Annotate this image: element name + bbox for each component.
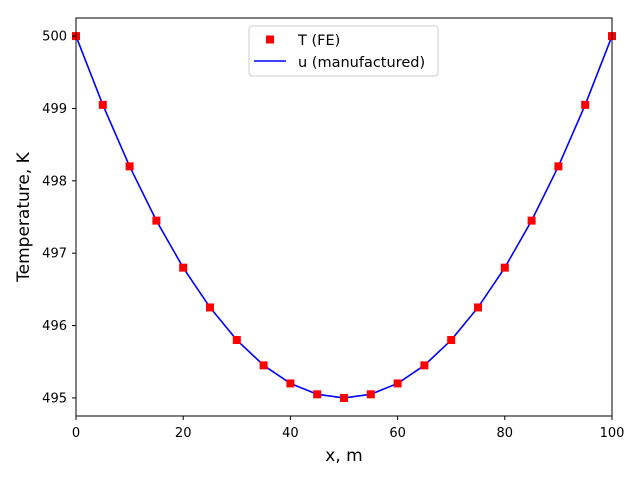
data-point-t-fe [527,216,536,225]
data-point-t-fe [259,361,268,370]
x-tick-label: 40 [282,426,299,441]
x-tick-label: 80 [497,426,514,441]
data-point-t-fe [206,303,214,312]
ticks-layer: 0 20 40 60 80 100 495 496 497 498 499 500 [42,30,624,441]
data-point-t-fe [125,162,134,171]
y-axis-label: Temperature, K [14,151,34,282]
x-tick-label: 0 [72,426,80,441]
legend-label-u-manufactured: u (manufactured) [298,55,425,71]
y-tick-label: 496 [42,319,67,334]
data-point-t-fe [232,336,241,345]
x-tick-label: 100 [600,426,625,441]
legend: T (FE) u (manufactured) [248,25,439,77]
data-point-t-fe [447,336,456,345]
data-point-t-fe [98,100,107,109]
data-point-t-fe [152,216,161,225]
data-point-t-fe [500,263,509,272]
data-point-t-fe [286,379,295,388]
x-axis-label: x, m [325,446,362,466]
y-tick-label: 500 [42,30,67,45]
data-point-t-fe [366,390,375,399]
data-point-t-fe [554,162,563,171]
data-point-t-fe [340,393,348,402]
plot-area [76,18,612,416]
data-point-t-fe [313,390,322,399]
legend-marker-t-fe [266,35,274,44]
legend-box [248,25,439,77]
plot-frame [75,17,613,417]
data-point-t-fe [393,379,402,388]
legend-label-t-fe: T (FE) [297,33,340,49]
x-tick-label: 60 [389,426,406,441]
data-point-t-fe [179,263,188,272]
data-point-t-fe [581,100,590,109]
x-tick-label: 20 [175,426,192,441]
y-tick-label: 498 [42,174,67,189]
y-tick-label: 495 [42,391,67,406]
data-point-t-fe [420,361,429,370]
y-tick-label: 499 [42,102,67,117]
y-tick-label: 497 [42,247,67,262]
data-point-t-fe [474,303,482,312]
